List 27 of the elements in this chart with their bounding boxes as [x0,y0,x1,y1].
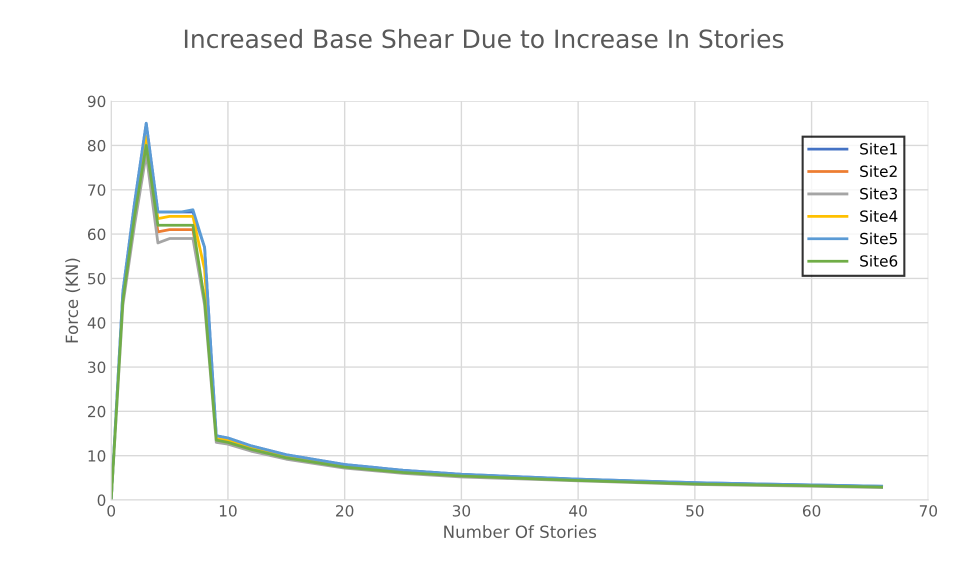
x-tick-label: 60 [802,505,820,517]
y-tick-label: 0 [98,494,106,506]
x-tick-label: 30 [452,505,470,517]
chart-title: Increased Base Shear Due to Increase In Stories [184,28,784,48]
legend-label: Site5 [860,232,897,244]
y-tick-label: 10 [88,450,106,462]
x-tick-label: 70 [920,505,938,517]
legend-label: Site4 [860,210,898,222]
legend-label: Site6 [860,254,898,267]
y-tick-label: 90 [88,96,106,108]
y-tick-label: 40 [88,317,106,329]
y-tick-label: 30 [88,361,106,374]
y-tick-label: 60 [88,228,106,240]
y-tick-label: 50 [88,272,106,284]
x-tick-label: 50 [686,505,704,517]
legend-label: Site1 [860,142,897,155]
x-tick-label: 0 [107,505,116,517]
y-axis-title: Force (KN) [65,258,80,342]
y-tick-label: 80 [88,140,106,152]
legend-label: Site3 [860,188,897,200]
x-axis-title: Number Of Stories [444,525,596,538]
legend-label: Site2 [860,165,897,178]
x-tick-label: 10 [220,505,237,517]
y-tick-label: 20 [88,406,106,418]
x-tick-label: 40 [569,505,587,517]
x-tick-label: 20 [336,505,354,517]
y-tick-label: 70 [88,184,106,196]
